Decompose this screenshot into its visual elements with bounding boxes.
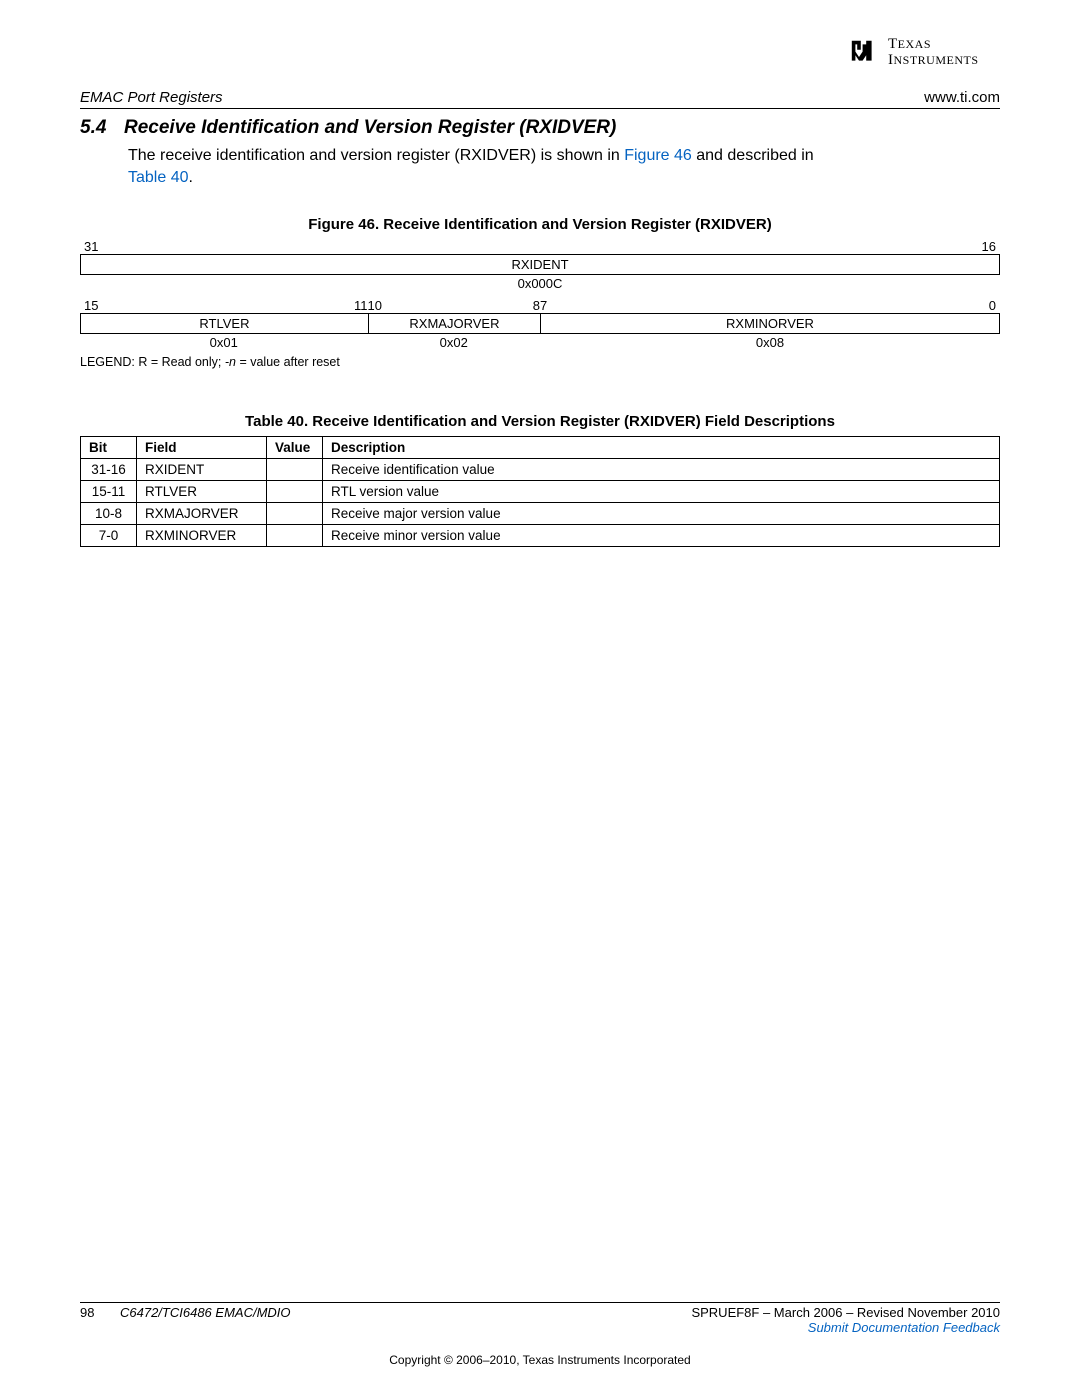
field-description-table: Bit Field Value Description 31-16RXIDENT… [80,436,1000,547]
cell-bit: 15-11 [81,481,137,503]
cell-value [267,503,323,525]
page-number: 98 [80,1305,120,1320]
reset-value: 0x01 [80,334,368,351]
copyright: Copyright © 2006–2010, Texas Instruments… [80,1353,1000,1367]
register-field: RXMINORVER [540,314,999,333]
register-field: RTLVER [81,314,368,333]
section-intro: The receive identification and version r… [128,145,1000,188]
cell-field: RXMINORVER [137,525,267,547]
cell-value [267,481,323,503]
table-caption: Table 40. Receive Identification and Ver… [80,413,1000,430]
bit-label: 11 [331,298,368,313]
col-header-bit: Bit [81,437,137,459]
cell-bit: 7-0 [81,525,137,547]
svg-text:TEXAS: TEXAS [888,36,931,52]
table-row: 10-8RXMAJORVER Receive major version valu… [81,503,1000,525]
cell-field: RXMAJORVER [137,503,267,525]
cell-value [267,459,323,481]
svg-text:INSTRUMENTS: INSTRUMENTS [888,52,979,68]
cell-bit: 31-16 [81,459,137,481]
legend-text: LEGEND: R = Read only; [80,355,225,369]
bit-label: 7 [540,298,577,313]
figure-link[interactable]: Figure 46 [624,147,692,164]
reset-value: 0x02 [368,334,541,351]
intro-text: . [189,169,193,186]
register-diagram: 31 16 RXIDENT 0x000C 15 11 10 8 7 0 RTLV… [80,239,1000,369]
table-row: 7-0RXMINORVER Receive minor version value [81,525,1000,547]
doc-id: SPRUEF8F – March 2006 – Revised November… [691,1305,1000,1320]
reset-value: 0x000C [80,275,1000,292]
cell-field: RXIDENT [137,459,267,481]
bit-label: 10 [367,298,404,313]
table-row: 15-11RTLVER RTL version value [81,481,1000,503]
logo-area: TEXAS INSTRUMENTS [80,30,1000,79]
cell-desc: Receive major version value [323,503,1000,525]
intro-text: The receive identification and version r… [128,147,624,164]
ti-logo: TEXAS INSTRUMENTS [850,30,1000,79]
feedback-link[interactable]: Submit Documentation Feedback [808,1320,1000,1335]
col-header-value: Value [267,437,323,459]
figure-caption: Figure 46. Receive Identification and Ve… [80,216,1000,233]
legend-text: = value after reset [236,355,340,369]
cell-desc: RTL version value [323,481,1000,503]
register-field: RXIDENT [81,255,999,274]
page-header: EMAC Port Registers www.ti.com [80,89,1000,109]
legend: LEGEND: R = Read only; -n = value after … [80,355,1000,369]
table-row: 31-16RXIDENT Receive identification value [81,459,1000,481]
header-right: www.ti.com [924,89,1000,106]
table-header-row: Bit Field Value Description [81,437,1000,459]
doc-title: C6472/TCI6486 EMAC/MDIO [120,1305,691,1320]
page-footer: 98 C6472/TCI6486 EMAC/MDIO SPRUEF8F – Ma… [80,1302,1000,1367]
reset-value: 0x08 [540,334,1000,351]
cell-bit: 10-8 [81,503,137,525]
cell-field: RTLVER [137,481,267,503]
bit-label: 8 [503,298,540,313]
section-number: 5.4 [80,117,124,139]
bit-label: 16 [963,239,1000,254]
cell-desc: Receive identification value [323,459,1000,481]
col-header-field: Field [137,437,267,459]
register-field: RXMAJORVER [368,314,540,333]
bit-label: 15 [80,298,117,313]
legend-text: -n [225,355,236,369]
col-header-desc: Description [323,437,1000,459]
header-left: EMAC Port Registers [80,89,223,106]
bit-label: 31 [80,239,117,254]
intro-text: and described in [692,147,814,164]
table-link[interactable]: Table 40 [128,169,189,186]
bit-label: 0 [963,298,1000,313]
section-title: Receive Identification and Version Regis… [124,117,616,138]
cell-desc: Receive minor version value [323,525,1000,547]
cell-value [267,525,323,547]
section-heading: 5.4Receive Identification and Version Re… [80,117,1000,139]
